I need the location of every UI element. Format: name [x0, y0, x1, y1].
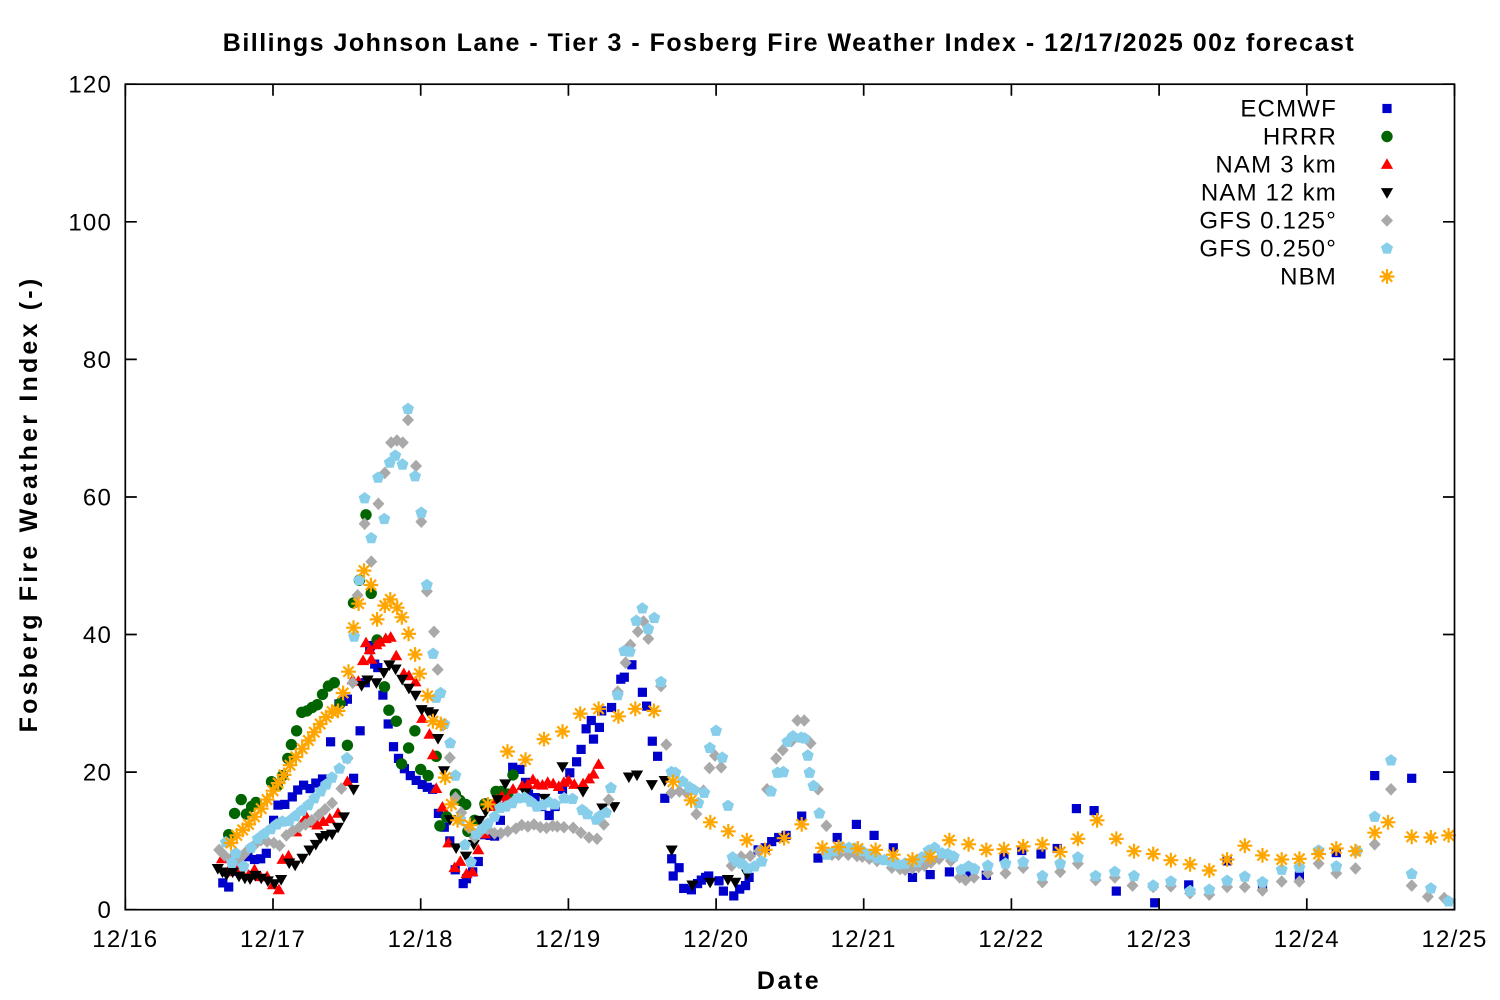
- svg-text:100: 100: [68, 209, 112, 236]
- svg-text:12/18: 12/18: [388, 926, 454, 953]
- svg-text:Fosberg Fire Weather Index (-): Fosberg Fire Weather Index (-): [15, 276, 43, 733]
- svg-text:12/17: 12/17: [240, 926, 306, 953]
- svg-text:60: 60: [83, 485, 112, 512]
- svg-text:ECMWF: ECMWF: [1240, 96, 1337, 123]
- svg-text:12/20: 12/20: [683, 926, 749, 953]
- svg-text:NBM: NBM: [1280, 264, 1337, 291]
- svg-text:12/23: 12/23: [1126, 926, 1192, 953]
- svg-text:12/21: 12/21: [831, 926, 897, 953]
- svg-text:12/25: 12/25: [1421, 926, 1487, 953]
- svg-text:NAM 12 km: NAM 12 km: [1201, 180, 1337, 207]
- svg-text:HRRR: HRRR: [1263, 124, 1337, 151]
- svg-text:12/19: 12/19: [535, 926, 601, 953]
- svg-text:GFS 0.125°: GFS 0.125°: [1199, 208, 1337, 235]
- svg-text:12/22: 12/22: [978, 926, 1044, 953]
- svg-text:Billings Johnson Lane - Tier 3: Billings Johnson Lane - Tier 3 - Fosberg…: [223, 29, 1355, 57]
- svg-text:40: 40: [83, 622, 112, 649]
- svg-text:120: 120: [68, 72, 112, 99]
- svg-text:0: 0: [97, 897, 112, 924]
- svg-text:12/16: 12/16: [92, 926, 158, 953]
- svg-text:20: 20: [83, 760, 112, 787]
- svg-text:GFS 0.250°: GFS 0.250°: [1199, 236, 1337, 263]
- svg-text:12/24: 12/24: [1274, 926, 1340, 953]
- svg-text:Date: Date: [757, 967, 821, 995]
- svg-text:NAM 3 km: NAM 3 km: [1215, 152, 1337, 179]
- svg-text:80: 80: [83, 347, 112, 374]
